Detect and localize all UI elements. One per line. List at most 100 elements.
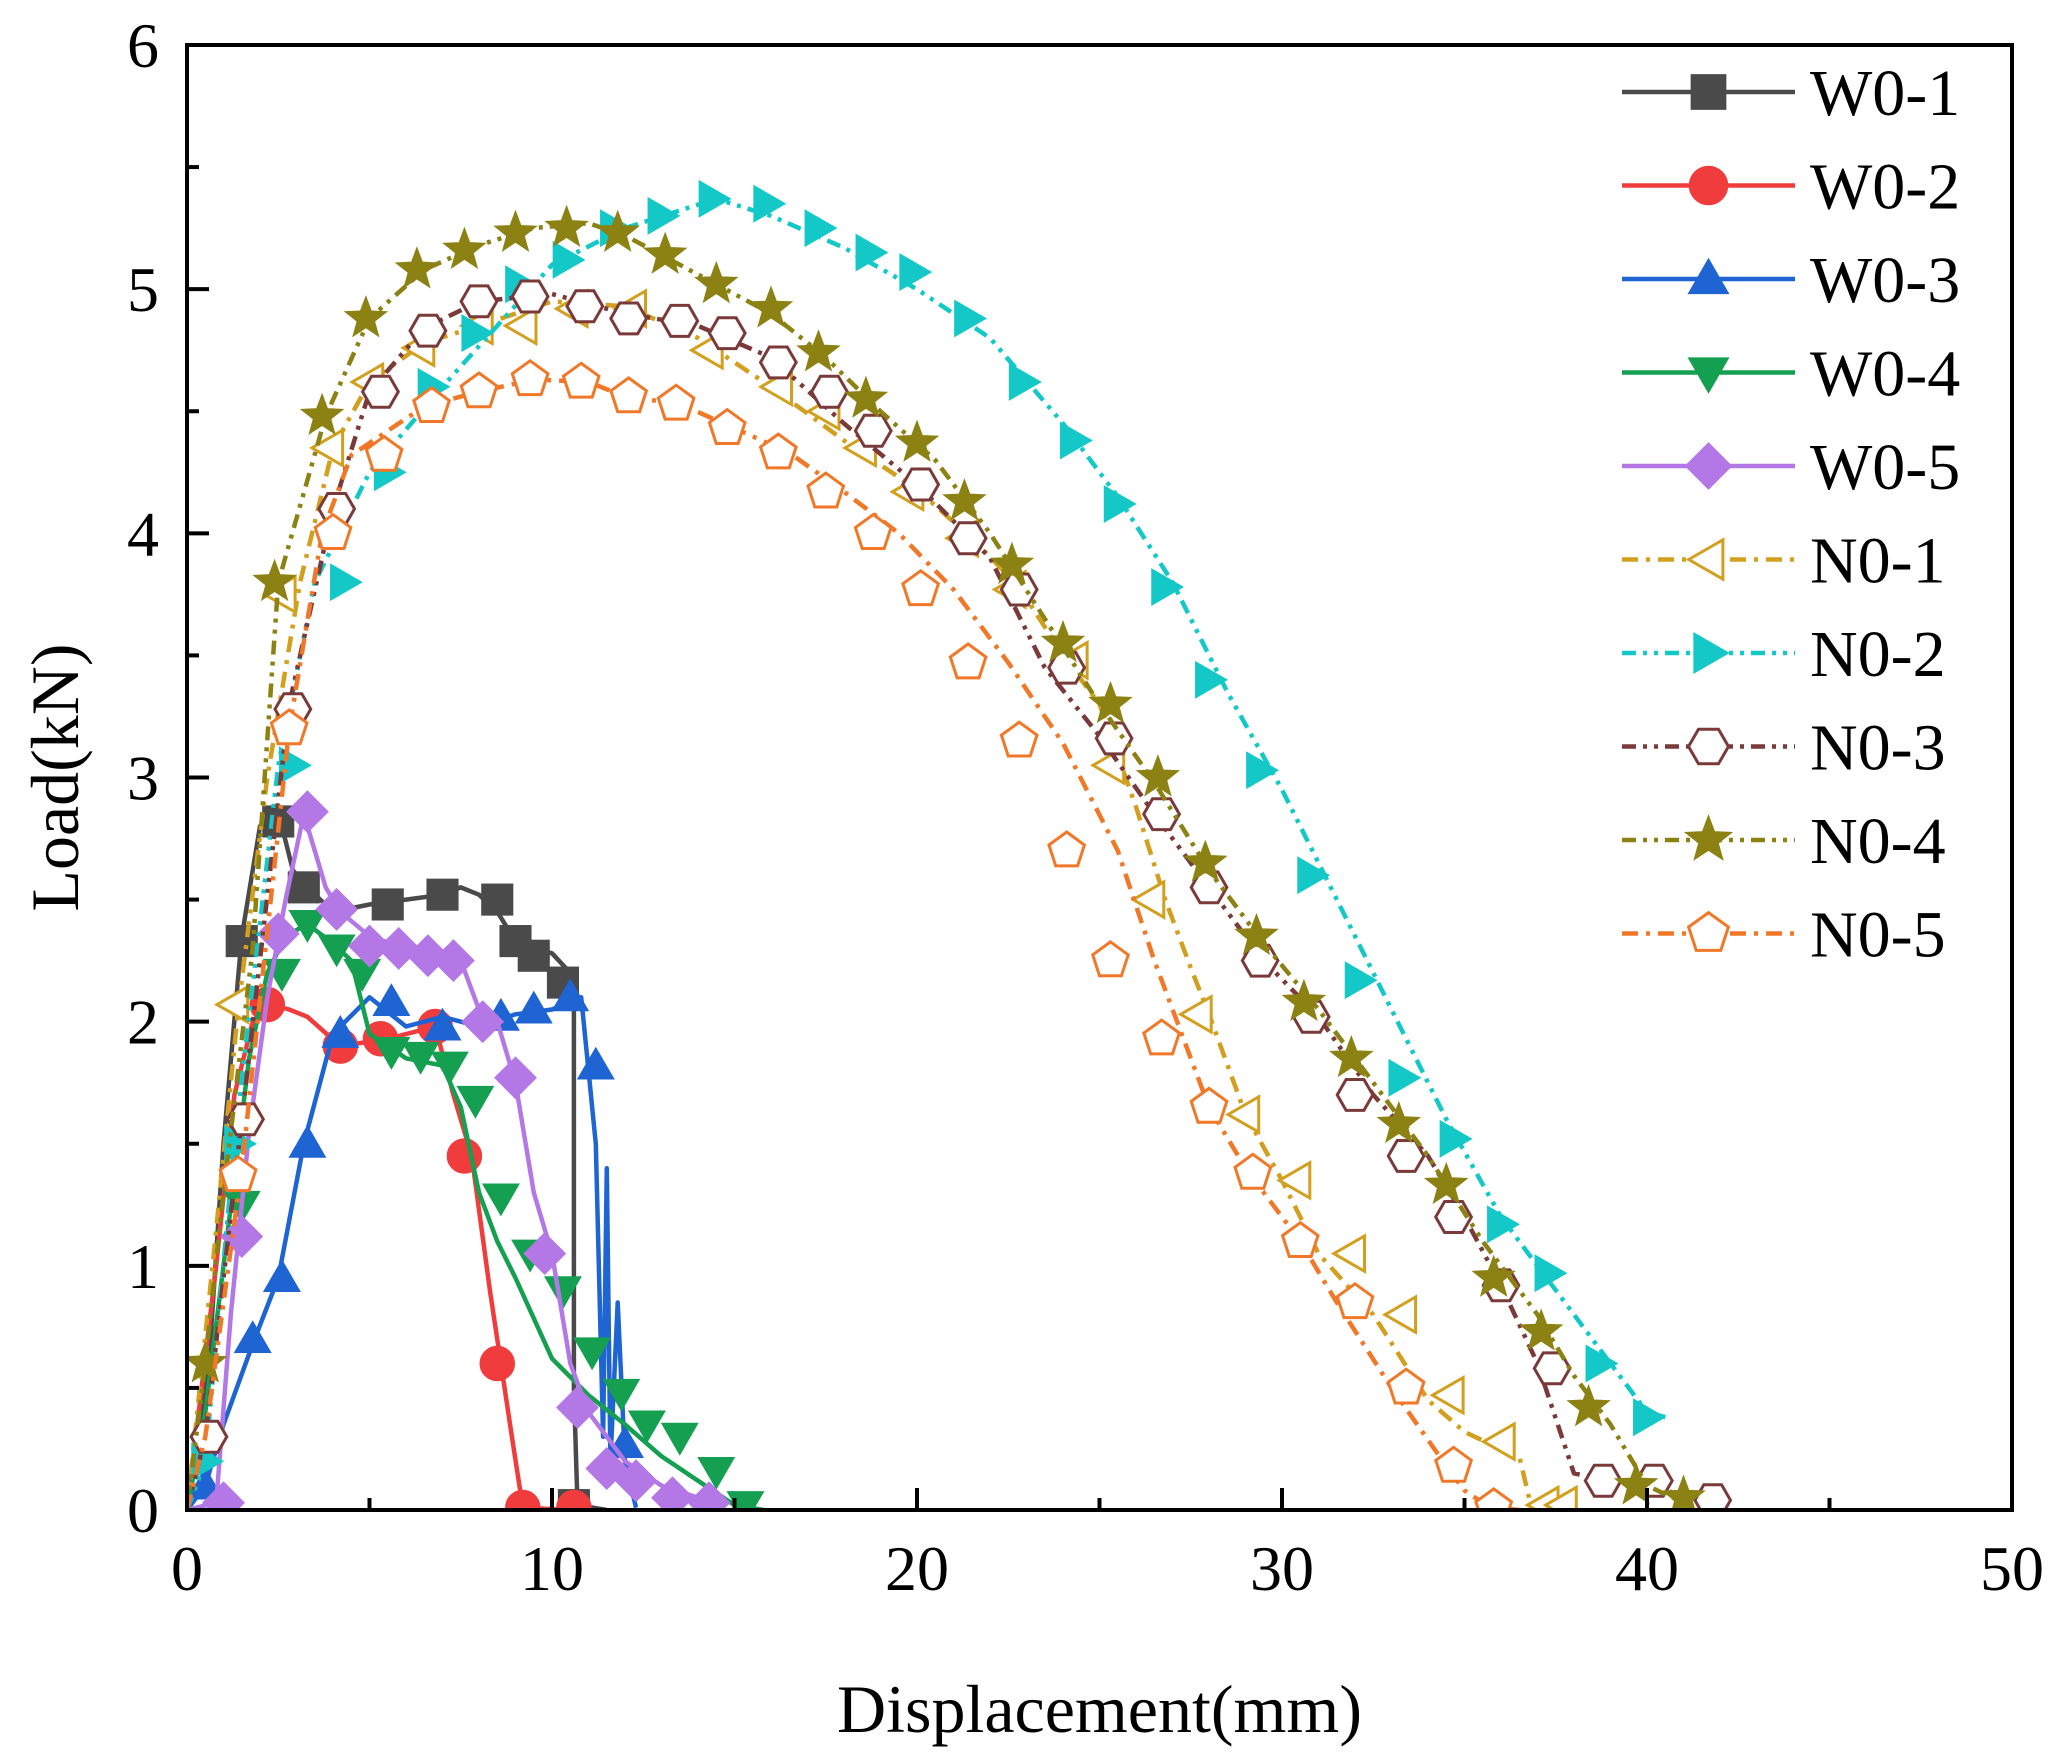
data-point-n0-5 — [948, 642, 988, 680]
y-tick-label: 2 — [127, 987, 159, 1058]
x-axis-title: Displacement(mm) — [837, 1671, 1362, 1747]
data-point-n0-4 — [1661, 1474, 1706, 1510]
data-point-n0-1 — [1330, 1233, 1366, 1274]
data-point-w0-4 — [573, 1337, 612, 1371]
data-point-n0-4 — [1566, 1384, 1611, 1427]
x-tick-label: 10 — [520, 1533, 584, 1604]
axes-layer: 0 10 20 30 40 50 0 1 2 3 4 5 6 Displacement(mm) Loa… — [17, 10, 2044, 1747]
data-point-n0-4 — [796, 329, 841, 372]
series-n0-4 — [187, 204, 1706, 1510]
data-point-n0-5 — [1047, 830, 1087, 868]
data-point-n0-2 — [461, 314, 495, 353]
data-point-w0-4 — [456, 1085, 495, 1119]
data-point-n0-3 — [459, 284, 499, 319]
data-point-n0-5 — [364, 434, 404, 472]
data-point-n0-1 — [1177, 994, 1213, 1035]
data-point-n0-5 — [901, 568, 941, 607]
data-point-n0-4 — [894, 419, 940, 462]
legend-marker — [1685, 537, 1725, 582]
data-point-n0-3 — [809, 374, 850, 409]
y-axis-title: Load(kN) — [17, 643, 93, 911]
data-point-n0-5 — [269, 708, 309, 746]
data-point-n0-2 — [1585, 1344, 1619, 1383]
legend-marker — [1684, 442, 1733, 490]
legend-label: N0-5 — [1810, 899, 1946, 972]
data-point-n0-4 — [1088, 680, 1133, 724]
series-line-w0-3 — [187, 995, 639, 1510]
data-point-w0-2 — [479, 1345, 515, 1382]
data-point-n0-2 — [698, 179, 732, 218]
data-point-n0-5 — [1335, 1281, 1375, 1320]
y-tick-label: 1 — [127, 1231, 159, 1302]
legend-item-w0-4: W0-4 — [1622, 338, 1960, 411]
data-point-w0-4 — [343, 958, 382, 992]
data-point-n0-4 — [187, 1340, 228, 1383]
data-point-n0-4 — [1423, 1161, 1469, 1205]
series-n0-5 — [187, 358, 1520, 1510]
x-tick-label: 0 — [171, 1533, 203, 1604]
data-point-n0-2 — [1297, 856, 1331, 895]
data-point-n0-1 — [213, 984, 250, 1025]
data-point-w0-1 — [517, 939, 550, 972]
data-point-n0-4 — [642, 231, 688, 274]
data-point-n0-5 — [1233, 1152, 1273, 1190]
data-point-n0-2 — [1008, 363, 1042, 401]
data-point-w0-5 — [286, 790, 329, 834]
data-point-n0-4 — [1040, 619, 1086, 663]
data-point-n0-4 — [1281, 978, 1327, 1022]
data-point-n0-4 — [252, 558, 297, 602]
data-point-n0-5 — [806, 471, 846, 509]
data-point-w0-4 — [627, 1410, 666, 1444]
legend-item-w0-5: W0-5 — [1622, 431, 1960, 504]
plot-frame — [185, 43, 2014, 1512]
x-axis-ticks: 0 10 20 30 40 50 — [171, 1488, 2044, 1604]
data-point-w0-5 — [523, 1232, 567, 1276]
data-point-n0-2 — [552, 240, 586, 279]
data-point-n0-3 — [1094, 721, 1134, 756]
data-point-n0-2 — [1059, 421, 1093, 460]
data-point-n0-5 — [758, 432, 798, 470]
data-point-n0-5 — [707, 407, 747, 445]
data-point-n0-2 — [1103, 485, 1137, 523]
legend-item-w0-3: W0-3 — [1622, 244, 1960, 317]
data-point-n0-3 — [510, 279, 550, 314]
data-point-n0-3 — [565, 289, 605, 324]
data-point-n0-5 — [561, 361, 601, 399]
data-point-w0-3 — [551, 978, 590, 1012]
data-point-n0-2 — [1534, 1254, 1568, 1293]
data-point-w0-2 — [446, 1138, 483, 1174]
data-point-n0-1 — [308, 427, 345, 469]
data-point-n0-3 — [1335, 1078, 1375, 1112]
data-point-n0-4 — [442, 226, 487, 270]
data-point-n0-5 — [510, 358, 550, 397]
legend-label: N0-4 — [1810, 805, 1946, 878]
data-point-n0-2 — [1151, 568, 1185, 607]
data-point-n0-2 — [1195, 660, 1228, 699]
series-line-n0-5 — [187, 377, 1520, 1510]
data-point-n0-5 — [1280, 1220, 1320, 1258]
x-tick-label: 30 — [1250, 1533, 1314, 1604]
legend-label: N0-3 — [1810, 712, 1946, 785]
data-point-w0-4 — [544, 1276, 582, 1310]
data-point-n0-2 — [1344, 961, 1378, 1000]
data-point-n0-1 — [1381, 1294, 1418, 1335]
data-point-w0-1 — [287, 871, 320, 904]
data-point-n0-5 — [412, 385, 452, 423]
data-point-n0-3 — [408, 313, 448, 348]
data-point-n0-5 — [999, 720, 1039, 758]
data-point-w0-5 — [461, 1000, 505, 1044]
data-point-n0-5 — [218, 1154, 258, 1193]
data-point-n0-5 — [313, 512, 353, 550]
x-tick-label: 20 — [885, 1533, 949, 1604]
series-line-n0-2 — [187, 196, 1666, 1510]
data-point-w0-3 — [423, 1007, 462, 1041]
series-line-n0-3 — [187, 291, 1721, 1510]
x-tick-label: 50 — [1980, 1533, 2044, 1604]
data-point-n0-5 — [609, 376, 649, 414]
data-point-w0-5 — [651, 1476, 694, 1510]
data-point-n0-1 — [1480, 1421, 1516, 1462]
data-point-n0-4 — [1518, 1308, 1564, 1351]
legend-label: N0-2 — [1810, 618, 1946, 691]
series-layer — [187, 179, 1733, 1510]
